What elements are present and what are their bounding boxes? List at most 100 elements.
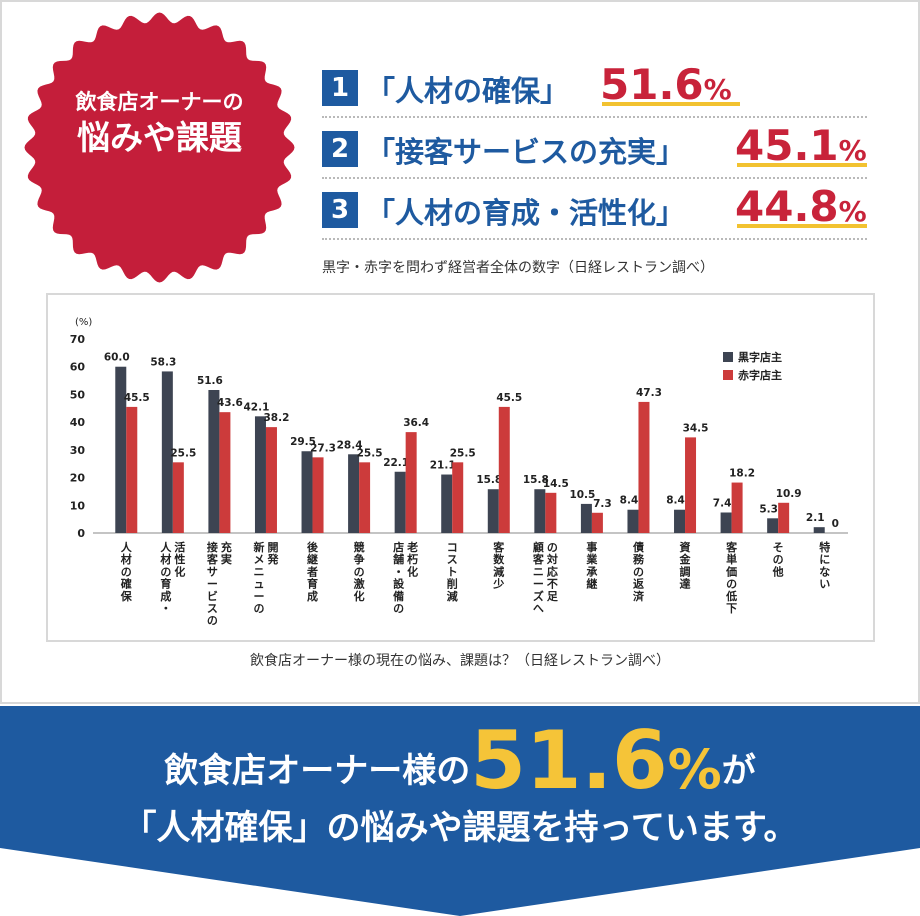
x-category-label: 数 (493, 552, 505, 566)
bar-red (545, 492, 557, 533)
bar-black (441, 474, 453, 533)
x-category-label: 減 (447, 589, 458, 603)
x-category-label: メ (253, 553, 264, 566)
x-category-label: 客 (532, 552, 545, 566)
bar-black (208, 389, 220, 533)
data-label: 10.9 (776, 488, 802, 500)
x-category-label: 人 (121, 540, 133, 554)
x-category-label: 他 (772, 564, 784, 578)
x-category-label: ・ (160, 602, 171, 615)
legend-swatch (723, 370, 733, 380)
bar-black (813, 527, 825, 533)
bar-red (405, 432, 417, 533)
data-label: 29.5 (290, 436, 316, 448)
x-category-label: の (393, 602, 404, 615)
x-category-label: 調 (680, 564, 691, 578)
x-category-label: ュ (253, 578, 264, 591)
x-category-label: 店 (393, 540, 404, 554)
legend-label: 赤字店主 (738, 368, 782, 382)
x-category-label: 済 (633, 589, 645, 603)
rank-number: 3 (322, 192, 358, 228)
bar-black (487, 489, 499, 533)
data-label: 15.8 (476, 474, 502, 486)
x-category-label: ト (447, 565, 458, 578)
x-category-label: な (819, 565, 830, 578)
x-category-label: 化 (354, 589, 365, 603)
x-category-label: そ (773, 541, 784, 554)
chart-frame: (%) 0 10 20 30 40 50 60 70 60.0 45.5 人材の確保 58.3 25.5 人… (46, 293, 875, 642)
x-category-label: 債 (632, 540, 644, 554)
x-category-label: 足 (547, 590, 559, 603)
bar-black (674, 509, 686, 533)
x-category-label: 業 (585, 552, 598, 566)
banner-text-post: が (721, 751, 756, 791)
data-label: 43.6 (217, 397, 243, 409)
x-category-label: 不 (547, 578, 558, 591)
x-category-label: 新 (253, 540, 264, 554)
x-category-label: ー (253, 590, 264, 603)
x-category-label: ー (533, 578, 544, 591)
x-category-label: 下 (726, 602, 737, 615)
data-label: 14.5 (543, 478, 569, 490)
bar-black (534, 489, 546, 533)
rank-label: 「人材の確保」 (366, 74, 570, 108)
x-category-label: 充 (221, 540, 232, 554)
x-category-label: の (547, 541, 558, 554)
badge-title-line1: 飲食店オーナーの (75, 90, 244, 114)
bar-red (219, 412, 231, 533)
bar-chart: (%)01020304050607060.045.5人材の確保58.325.5人… (70, 317, 848, 627)
banner-headline: 飲食店オーナー様の51.6%が (0, 706, 920, 826)
y-tick-label: 50 (70, 388, 86, 401)
bar-black (720, 512, 732, 533)
x-category-label: 接 (207, 540, 218, 554)
data-label: 58.3 (150, 356, 176, 368)
rank-percent: 45.1% (735, 121, 867, 170)
y-tick-label: 70 (70, 333, 86, 346)
x-category-label: い (819, 578, 830, 591)
data-label: 42.1 (244, 401, 270, 413)
x-category-label: 成 (160, 589, 171, 603)
x-category-label: の (726, 578, 737, 591)
x-category-label: 低 (725, 589, 737, 603)
bar-black (348, 454, 360, 533)
data-label: 27.3 (310, 442, 336, 454)
bar-red (731, 482, 743, 533)
x-category-label: 成 (307, 589, 318, 603)
x-category-label: の (633, 565, 644, 578)
x-category-label: ・ (393, 565, 404, 578)
badge-seal (24, 12, 295, 283)
rank-percent: 51.6% (600, 60, 732, 109)
bar-black (627, 509, 639, 533)
x-category-label: ー (207, 578, 218, 591)
rank-percent: 44.8% (735, 182, 867, 231)
bar-black (394, 471, 406, 533)
rank-label: 「人材の育成・活性化」 (366, 196, 686, 230)
x-category-label: 客 (206, 552, 219, 566)
x-category-label: 設 (393, 577, 405, 591)
bar-black (580, 503, 592, 533)
x-category-label: 応 (547, 564, 558, 578)
bar-red (638, 401, 650, 533)
data-label: 25.5 (170, 447, 196, 459)
x-category-label: の (207, 614, 218, 627)
data-label: 34.5 (683, 422, 709, 434)
data-label: 45.5 (124, 392, 150, 404)
x-category-label: 務 (633, 552, 645, 566)
rank-label: 「接客サービスの充実」 (366, 135, 686, 169)
x-category-label: 確 (121, 577, 132, 591)
data-label: 25.5 (357, 447, 383, 459)
x-category-label: 争 (354, 552, 365, 566)
badge-text: 飲食店オーナーの 悩みや課題 (22, 88, 297, 160)
highlight-underline (737, 224, 867, 228)
x-category-label: 朽 (407, 552, 418, 566)
x-category-label: 後 (307, 540, 319, 554)
bar-black (767, 518, 779, 533)
y-unit-label: (%) (75, 317, 92, 328)
data-label: 7.3 (593, 498, 612, 510)
x-category-label: 保 (120, 589, 133, 603)
bar-red (359, 462, 371, 533)
x-category-label: 化 (407, 564, 418, 578)
x-category-label: 激 (354, 577, 365, 591)
data-label: 38.2 (264, 412, 290, 424)
data-label: 10.5 (569, 489, 595, 501)
